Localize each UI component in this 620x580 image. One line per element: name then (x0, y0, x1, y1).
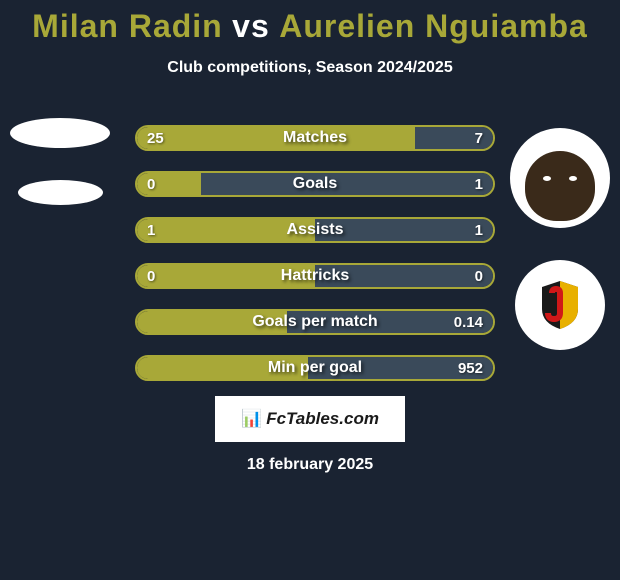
brand-icon: 📊 (241, 409, 262, 429)
stat-value-left: 1 (147, 222, 155, 239)
stats-bars: 25 Matches 7 0 Goals 1 1 Assists 1 0 Hattricks 0 Goa… (135, 125, 495, 381)
player1-name: Milan Radin (32, 8, 223, 44)
right-avatars (510, 128, 610, 350)
stat-value-left: 0 (147, 268, 155, 285)
stat-bar: Min per goal 952 (135, 355, 495, 381)
date-text: 18 february 2025 (247, 456, 373, 474)
stat-value-right: 0 (475, 268, 483, 285)
stat-value-left: 0 (147, 176, 155, 193)
player1-placeholder-icon (10, 118, 110, 148)
stat-bar: 1 Assists 1 (135, 217, 495, 243)
stat-value-left: 25 (147, 130, 164, 147)
subtitle: Club competitions, Season 2024/2025 (0, 59, 620, 77)
page-title: Milan Radin vs Aurelien Nguiamba (0, 0, 620, 45)
stat-bar: Goals per match 0.14 (135, 309, 495, 335)
brand-badge: 📊 FcTables.com (215, 396, 405, 442)
stat-value-right: 7 (475, 130, 483, 147)
stat-value-right: 1 (475, 176, 483, 193)
stat-bar: 25 Matches 7 (135, 125, 495, 151)
stat-value-right: 1 (475, 222, 483, 239)
stat-bar: 0 Hattricks 0 (135, 263, 495, 289)
player2-photo-icon (510, 128, 610, 228)
stat-label: Goals per match (252, 313, 377, 331)
stat-label: Matches (283, 129, 347, 147)
stat-bar: 0 Goals 1 (135, 171, 495, 197)
stat-label: Assists (287, 221, 344, 239)
stat-label: Goals (293, 175, 337, 193)
team1-placeholder-icon (18, 180, 103, 205)
stat-label: Min per goal (268, 359, 362, 377)
stat-value-right: 0.14 (454, 314, 483, 331)
team2-logo-icon (515, 260, 605, 350)
player2-name: Aurelien Nguiamba (279, 8, 588, 44)
stat-value-right: 952 (458, 360, 483, 377)
stat-label: Hattricks (281, 267, 349, 285)
left-avatars (10, 118, 110, 205)
brand-text: FcTables.com (266, 409, 379, 429)
vs-text: vs (232, 8, 270, 44)
